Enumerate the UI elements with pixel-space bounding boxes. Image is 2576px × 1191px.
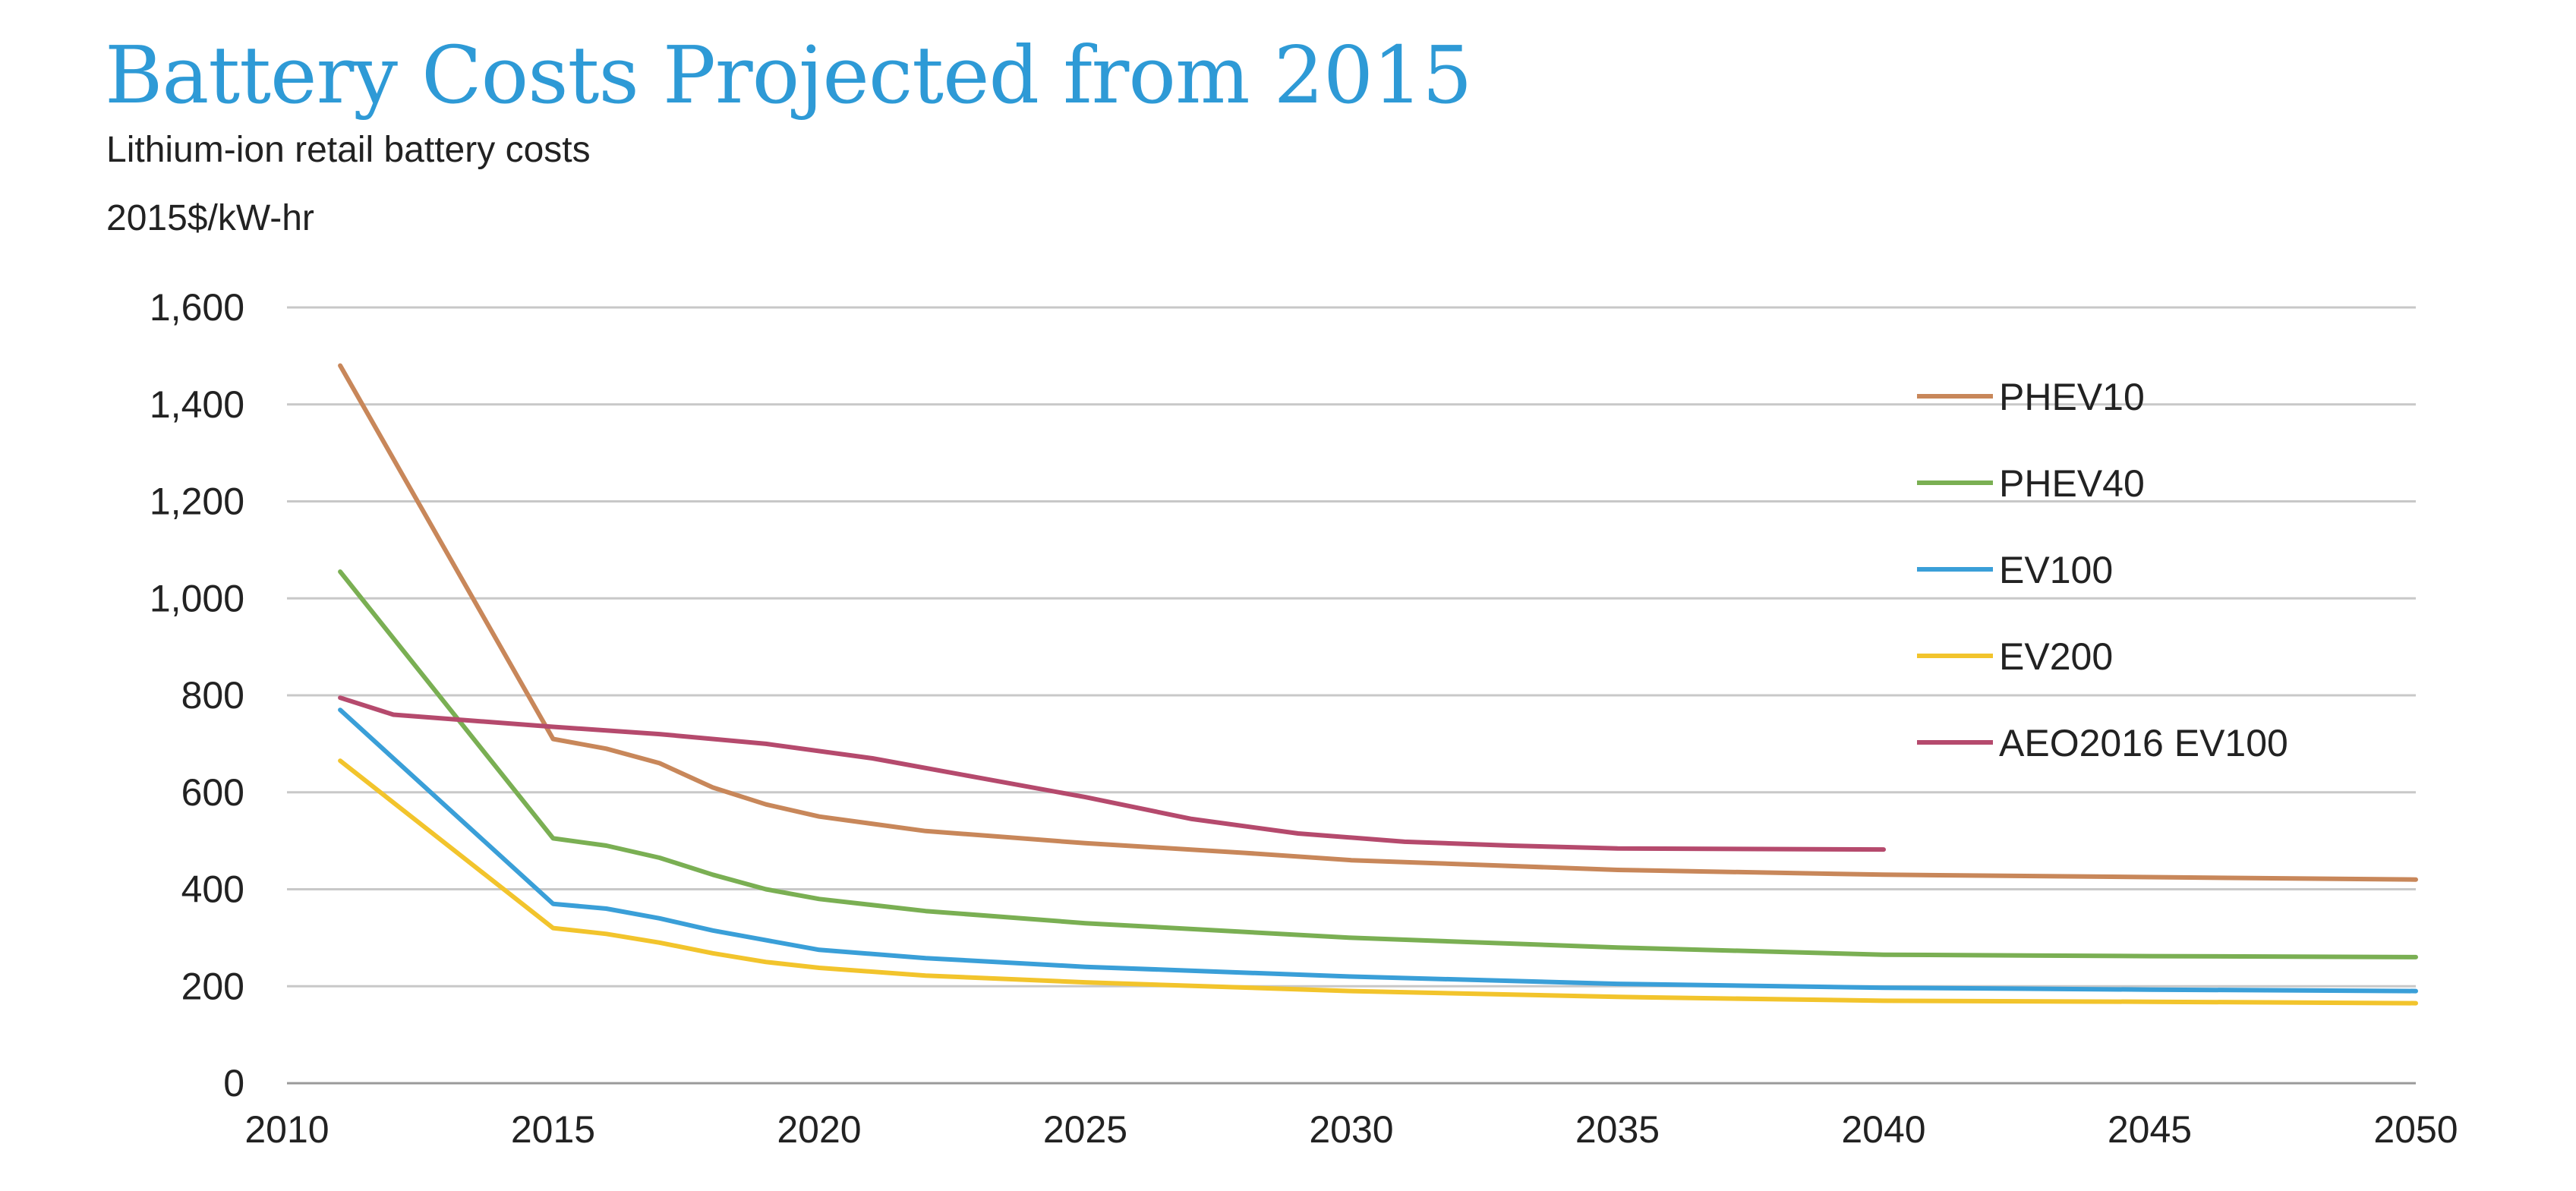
legend-label: EV100 bbox=[1999, 549, 2113, 591]
series-line bbox=[338, 569, 2418, 959]
legend-label: PHEV40 bbox=[1999, 462, 2145, 505]
y-tick-label: 200 bbox=[181, 965, 244, 1007]
x-tick-label: 2040 bbox=[1841, 1108, 1925, 1151]
y-axis-label: 2015$/kW-hr bbox=[106, 198, 314, 238]
y-tick-label: 600 bbox=[181, 771, 244, 814]
series-line bbox=[338, 707, 2418, 994]
y-tick-label: 400 bbox=[181, 868, 244, 911]
chart-subtitle: Lithium-ion retail battery costs bbox=[106, 130, 591, 170]
x-tick-label: 2050 bbox=[2373, 1108, 2458, 1151]
y-tick-label: 1,600 bbox=[150, 286, 244, 329]
x-tick-label: 2015 bbox=[511, 1108, 595, 1151]
x-tick-label: 2045 bbox=[2108, 1108, 2192, 1151]
x-tick-label: 2010 bbox=[244, 1108, 329, 1151]
legend-label: AEO2016 EV100 bbox=[1999, 722, 2288, 764]
y-tick-label: 1,400 bbox=[150, 383, 244, 426]
y-tick-label: 1,200 bbox=[150, 480, 244, 523]
series-line bbox=[338, 695, 1886, 852]
y-tick-label: 0 bbox=[223, 1062, 244, 1104]
legend-label: PHEV10 bbox=[1999, 376, 2145, 418]
x-tick-label: 2030 bbox=[1309, 1108, 1393, 1151]
y-tick-label: 800 bbox=[181, 674, 244, 717]
x-tick-label: 2035 bbox=[1575, 1108, 1660, 1151]
x-tick-label: 2025 bbox=[1043, 1108, 1127, 1151]
series-line bbox=[338, 758, 2418, 1006]
x-tick-label: 2020 bbox=[777, 1108, 861, 1151]
chart-title: Battery Costs Projected from 2015 bbox=[105, 29, 1472, 121]
legend-label: EV200 bbox=[1999, 635, 2113, 678]
series-line bbox=[338, 363, 2418, 882]
y-tick-label: 1,000 bbox=[150, 577, 244, 619]
